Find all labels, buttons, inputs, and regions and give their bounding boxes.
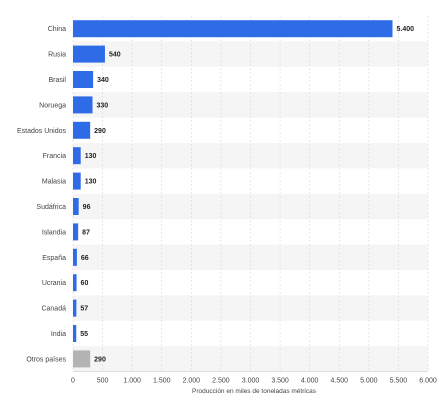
row-band [73, 193, 428, 220]
bars [73, 20, 393, 368]
x-tick-label: 5.000 [360, 378, 378, 385]
bar [73, 71, 94, 88]
bar [73, 223, 79, 241]
row-band [73, 346, 428, 372]
value-label: 540 [109, 52, 121, 59]
x-tick-label: 0 [71, 378, 75, 385]
category-label: España [42, 255, 66, 262]
value-label: 290 [94, 128, 106, 135]
category-label: Francia [43, 153, 66, 160]
bar [73, 274, 77, 292]
bar [73, 299, 77, 317]
category-label: Otros países [26, 356, 66, 363]
value-label: 60 [81, 280, 89, 287]
x-tick-label: 1.500 [153, 378, 171, 385]
x-tick-label: 2.500 [212, 378, 230, 385]
value-label: 87 [82, 229, 90, 236]
bar [73, 198, 79, 215]
category-label: China [48, 26, 66, 33]
category-label: Rusia [48, 52, 66, 59]
value-label: 5.400 [397, 26, 415, 33]
category-label: Ucrania [42, 280, 66, 287]
category-label: Islandia [42, 229, 66, 236]
category-label: Malasia [42, 179, 66, 186]
value-label: 290 [94, 356, 106, 363]
bar [73, 172, 81, 190]
x-tick-label: 2.000 [183, 378, 201, 385]
bar [73, 20, 393, 38]
value-label: 66 [81, 255, 89, 262]
grid-lines [72, 16, 429, 372]
category-label: Estados Unidos [17, 128, 67, 135]
category-label: India [51, 331, 66, 338]
bar [73, 248, 77, 266]
bar [73, 147, 81, 165]
category-label: Canadá [41, 306, 66, 313]
bar [73, 96, 93, 114]
x-tick-label: 3.000 [242, 378, 260, 385]
x-tick-label: 4.500 [330, 378, 348, 385]
category-label: Brasil [48, 77, 66, 84]
value-label: 340 [97, 77, 109, 84]
row-bands [73, 41, 428, 372]
x-tick-label: 6.000 [419, 378, 437, 385]
bar [73, 325, 77, 342]
x-tick-label: 3.500 [271, 378, 289, 385]
category-labels: China Rusia Brasil Noruega Estados Unidos Fra… [17, 26, 67, 363]
x-tick-label: 4.000 [301, 378, 319, 385]
x-axis-title: Producción en miles de toneladas métrica… [192, 388, 317, 395]
bar [73, 121, 91, 139]
x-tick-label: 1.000 [123, 378, 141, 385]
value-label: 330 [97, 102, 109, 109]
value-label: 57 [80, 306, 88, 313]
bar [73, 350, 91, 368]
x-tick-labels: 0 500 1.000 1.500 2.000 2.500 3.000 3.500 4.000 4… [71, 378, 437, 385]
category-label: Noruega [39, 102, 66, 109]
value-label: 96 [83, 204, 91, 211]
x-tick-label: 500 [97, 378, 109, 385]
bar [73, 45, 105, 63]
value-labels: 5.400 540 340 330 290 130 130 96 87 66 60 57 55 290 [80, 26, 414, 363]
value-label: 130 [85, 179, 97, 186]
value-label: 130 [85, 153, 97, 160]
value-label: 55 [80, 331, 88, 338]
category-label: Sudáfrica [36, 204, 66, 211]
x-tick-label: 5.500 [390, 378, 408, 385]
